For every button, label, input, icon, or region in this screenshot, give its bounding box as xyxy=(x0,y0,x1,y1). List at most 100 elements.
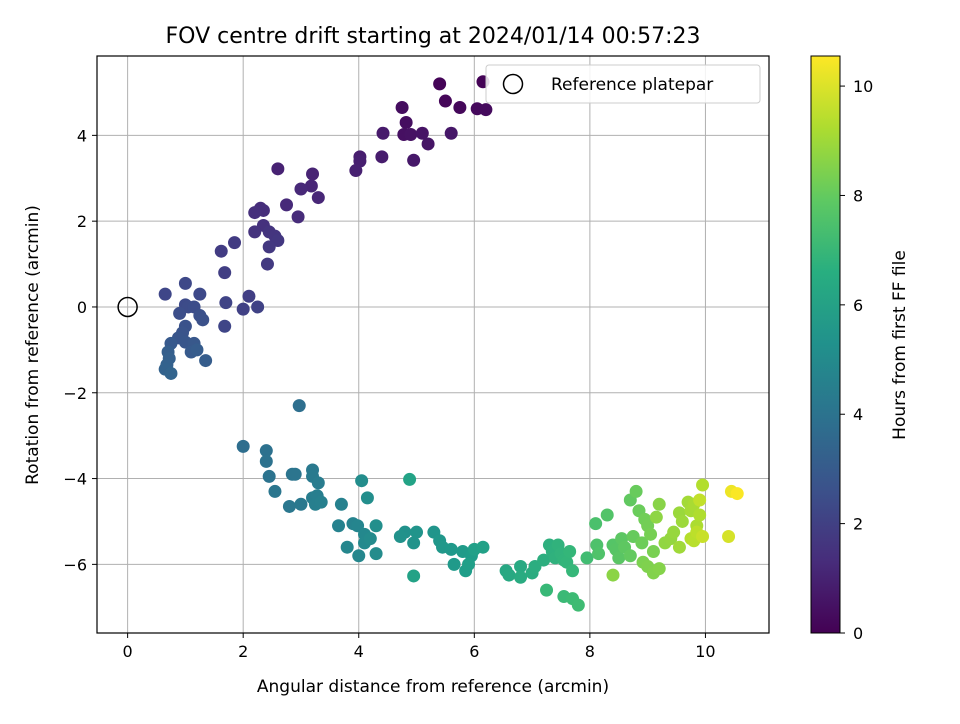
data-point xyxy=(444,126,458,140)
legend-box xyxy=(485,64,761,104)
data-point xyxy=(635,536,649,550)
data-point xyxy=(502,568,516,582)
data-point xyxy=(178,276,192,290)
data-point xyxy=(566,564,580,578)
data-point xyxy=(393,529,407,543)
data-point xyxy=(675,514,689,528)
x-axis-label: Angular distance from reference (arcmin) xyxy=(257,677,609,697)
data-point xyxy=(259,444,273,458)
data-point xyxy=(696,529,710,543)
colorbar-tick-label: 2 xyxy=(853,515,863,534)
data-point xyxy=(514,560,528,574)
data-point xyxy=(294,182,308,196)
data-point xyxy=(629,484,643,498)
data-point xyxy=(360,491,374,505)
data-point xyxy=(282,499,296,513)
data-point xyxy=(649,510,663,524)
data-point xyxy=(600,508,614,522)
data-point xyxy=(693,493,707,507)
data-point xyxy=(667,525,681,539)
data-point xyxy=(158,287,172,301)
data-point xyxy=(438,94,452,108)
legend: Reference platepar xyxy=(485,64,761,104)
data-point xyxy=(332,519,346,533)
data-point xyxy=(248,225,262,239)
colorbar-tick-label: 10 xyxy=(853,77,873,96)
data-point xyxy=(447,557,461,571)
data-point xyxy=(571,598,585,612)
data-point xyxy=(291,210,305,224)
data-point xyxy=(349,164,363,178)
data-point xyxy=(248,206,262,220)
data-point xyxy=(251,300,265,314)
data-point xyxy=(314,495,328,509)
chart-title: FOV centre drift starting at 2024/01/14 … xyxy=(166,24,701,49)
data-point xyxy=(311,191,325,205)
data-point xyxy=(453,100,467,114)
data-point xyxy=(563,544,577,558)
data-point xyxy=(514,570,528,584)
data-point xyxy=(236,439,250,453)
data-point xyxy=(644,527,658,541)
data-point xyxy=(228,236,242,250)
data-point xyxy=(173,306,187,320)
y-tick-label: 4 xyxy=(77,126,87,145)
data-point xyxy=(311,476,325,490)
data-point xyxy=(623,549,637,563)
data-point xyxy=(395,100,409,114)
data-point xyxy=(369,519,383,533)
y-tick-label: 2 xyxy=(77,212,87,231)
data-point xyxy=(242,289,256,303)
data-point xyxy=(540,583,554,597)
x-tick-label: 0 xyxy=(123,642,133,661)
data-point xyxy=(214,244,228,258)
data-point xyxy=(462,557,476,571)
data-point xyxy=(652,562,666,576)
data-point xyxy=(421,137,435,151)
data-point xyxy=(292,399,306,413)
data-point xyxy=(280,198,294,212)
data-point xyxy=(612,551,626,565)
data-point xyxy=(399,115,413,129)
data-point xyxy=(407,536,421,550)
data-point xyxy=(236,302,250,316)
data-point xyxy=(404,128,418,142)
data-point xyxy=(407,569,421,583)
data-point xyxy=(190,343,204,357)
x-tick-label: 6 xyxy=(469,642,479,661)
data-point xyxy=(537,553,551,567)
x-tick-label: 8 xyxy=(585,642,595,661)
x-tick-label: 2 xyxy=(238,642,248,661)
data-point xyxy=(407,153,421,167)
data-points xyxy=(158,75,744,612)
data-point xyxy=(352,549,366,563)
data-point xyxy=(646,544,660,558)
data-point xyxy=(410,525,424,539)
data-point xyxy=(592,547,606,561)
y-tick-label: −6 xyxy=(63,555,87,574)
data-point xyxy=(294,497,308,511)
plot-frame xyxy=(96,55,770,634)
legend-entry-label: Reference platepar xyxy=(551,75,713,95)
data-point xyxy=(369,547,383,561)
data-point xyxy=(218,266,232,280)
data-point xyxy=(479,103,493,117)
data-point xyxy=(193,287,207,301)
x-tick-label: 10 xyxy=(695,642,715,661)
data-point xyxy=(306,167,320,181)
data-point xyxy=(476,540,490,554)
colorbar xyxy=(810,55,841,634)
data-point xyxy=(672,540,686,554)
y-axis-label: Rotation from reference (arcmin) xyxy=(23,205,43,485)
data-point xyxy=(268,484,282,498)
data-point xyxy=(288,467,302,481)
data-point xyxy=(164,366,178,380)
data-point xyxy=(218,319,232,333)
data-point xyxy=(696,478,710,492)
data-point xyxy=(652,497,666,511)
data-point xyxy=(363,532,377,546)
data-point xyxy=(259,454,273,468)
data-point xyxy=(304,179,318,193)
legend-marker xyxy=(502,73,524,95)
